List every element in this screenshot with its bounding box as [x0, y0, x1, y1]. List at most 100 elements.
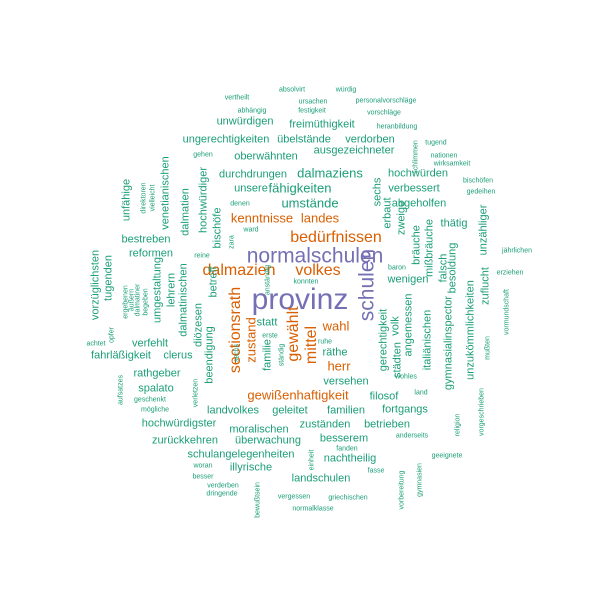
word-tugend: tugend — [425, 139, 447, 147]
word-land: land — [414, 389, 428, 397]
word-wirksamkeit: wirksamkeit — [433, 160, 471, 168]
word-zweige: zweige — [395, 200, 408, 236]
word-brauche: falsch — [437, 253, 450, 283]
word-vorschlage: vorschläge — [367, 109, 401, 117]
word-absolvirt: absolvirt — [278, 86, 306, 94]
word-iii: anständig — [264, 264, 272, 296]
word-wohles: wohles — [395, 373, 417, 381]
word-statt: statt — [256, 316, 278, 329]
word-gerechtigkeit: gerechtigkeit — [377, 308, 390, 372]
word-versehen: versehen — [323, 375, 369, 388]
word-wenigen: wenigen — [387, 273, 429, 286]
word-seine: ständig — [278, 343, 286, 367]
word-achtet: achtet — [86, 340, 106, 348]
word-schulen: schulen — [355, 248, 379, 322]
word-falsch: erbaut — [381, 197, 394, 229]
word-direktoren: mißbräuche — [423, 218, 436, 278]
word-unsere: unsere — [234, 182, 268, 195]
word-vorbereitung: vorbereitung — [398, 470, 406, 510]
word-opfer: opfer — [108, 327, 116, 343]
word-dalmatiner: dalmatiner — [134, 283, 142, 317]
word-ubelstande: übelstände — [277, 133, 331, 146]
word-religion: religion — [454, 413, 462, 437]
word-volk: volk — [389, 316, 402, 336]
word-bestreben: bestreben — [121, 233, 171, 246]
word-hochwurdigster: hochwürdigster — [141, 417, 217, 430]
word-normalklasse: normalklasse — [292, 505, 334, 513]
word-gedeihen: gedeihen — [466, 188, 496, 196]
word-zustanden: zuständen — [299, 418, 351, 431]
word-besserem: besserem — [319, 432, 369, 445]
word-unzahliger: unzähliger — [477, 204, 490, 256]
word-gewahlt: gewählt — [285, 306, 302, 362]
word-tugenden: tugenden — [102, 255, 115, 301]
word-volkes: volkes — [295, 262, 341, 279]
word-aufsatzes: aufsatzes — [117, 375, 125, 405]
word-landschulen: landschulen — [291, 472, 351, 485]
word-ursachen: ursachen — [298, 98, 328, 106]
word-gymnasialinspector: gymnasialinspector — [442, 295, 455, 391]
word-reine: reine — [194, 252, 210, 260]
word-ruhe: ruhe — [317, 338, 333, 346]
word-hochwurden: hochwürden — [388, 167, 448, 180]
word-fortgangs: fortgangs — [382, 403, 428, 416]
word-geleitet: geleitet — [272, 404, 308, 417]
word-spalato: spalato — [138, 382, 174, 395]
word-filosof: filosof — [369, 390, 399, 403]
word-geschenkt: geschenkt — [134, 396, 166, 404]
word-vergessen: vergessen — [277, 493, 311, 501]
word-schlimmen: vielleicht — [149, 184, 157, 212]
word-vorgeschrieben: vorgeschrieben — [478, 388, 486, 436]
word-abhangig: abhängig — [237, 107, 267, 115]
word-anstandig: sechs — [371, 177, 384, 207]
word-durchdrungen: durchdrungen — [219, 168, 287, 181]
word-ausgezeichneter: ausgezeichneter — [313, 144, 395, 157]
word-verfehlt: verfehlt — [131, 337, 169, 350]
word-festigkeit: festigkeit — [298, 107, 326, 115]
word-verbessert: verbessert — [388, 182, 440, 195]
word-uberwachung: überwachung — [234, 434, 302, 447]
word-thatig: thätig — [440, 217, 468, 230]
word-beendigung: beendigung — [203, 326, 216, 384]
word-bischofen: bischöfen — [463, 177, 493, 185]
word-geeignete: geeignete — [431, 452, 463, 460]
word-dalmatinischen: dalmatinischen — [177, 263, 190, 337]
word-vielleicht: bräuche — [410, 225, 423, 265]
word-schulangelegenheiten: schulangelegenheiten — [187, 448, 295, 461]
word-rathe: räthe — [322, 346, 348, 359]
word-provinz: provinz — [251, 283, 349, 316]
word-denen: denen — [230, 200, 250, 208]
word-gewissenhaftigkeit: gewißenhaftigkeit — [247, 387, 349, 403]
word-nachtheilig: nachtheilig — [323, 452, 377, 465]
word-besser: besser — [192, 473, 214, 481]
word-dalmazien: dalmazien — [202, 262, 276, 279]
word-personalvorschlage: personalvorschläge — [355, 97, 417, 105]
word-verletzen: verletzen — [192, 378, 200, 408]
word-griechischen: griechischen — [328, 494, 368, 502]
word-verdorben: verdorben — [345, 133, 395, 146]
word-erbaut: schlimmen — [412, 140, 420, 174]
word-nationen: nationen — [430, 152, 458, 160]
word-mussten: mußten — [484, 336, 492, 360]
word-bewusstsein: bewußtsein — [254, 482, 262, 518]
word-erziehen: erziehen — [496, 269, 524, 277]
word-dalmaziens: dalmaziens — [297, 165, 363, 181]
word-kenntnisse: kenntnisse — [230, 210, 294, 226]
word-venetianischen: venetianischen — [159, 156, 172, 230]
word-betreff: betreff — [207, 266, 220, 298]
word-unzukommlichkeiten: unzukömmlichkeiten — [464, 280, 477, 380]
word-moralischen: moralischen — [229, 423, 289, 436]
word-gehen: gehen — [193, 151, 213, 159]
word-normalschulen: normalschulen — [246, 244, 384, 268]
word-fahigkeiten: fähigkeiten — [268, 180, 332, 196]
word-illyrische: illyrische — [229, 461, 273, 474]
word-jahrlichen: jährlichen — [502, 247, 532, 255]
word-baron: baron — [388, 264, 406, 272]
word-lehrern: lehrern — [165, 272, 178, 308]
word-angemessen: angemessen — [402, 293, 415, 357]
word-zuruckkehren: zurückkehren — [151, 434, 219, 447]
word-umgestaltung: umgestaltung — [151, 256, 164, 324]
word-anderseits: anderseits — [395, 432, 429, 440]
word-unwurdigen: unwürdigen — [216, 115, 274, 128]
